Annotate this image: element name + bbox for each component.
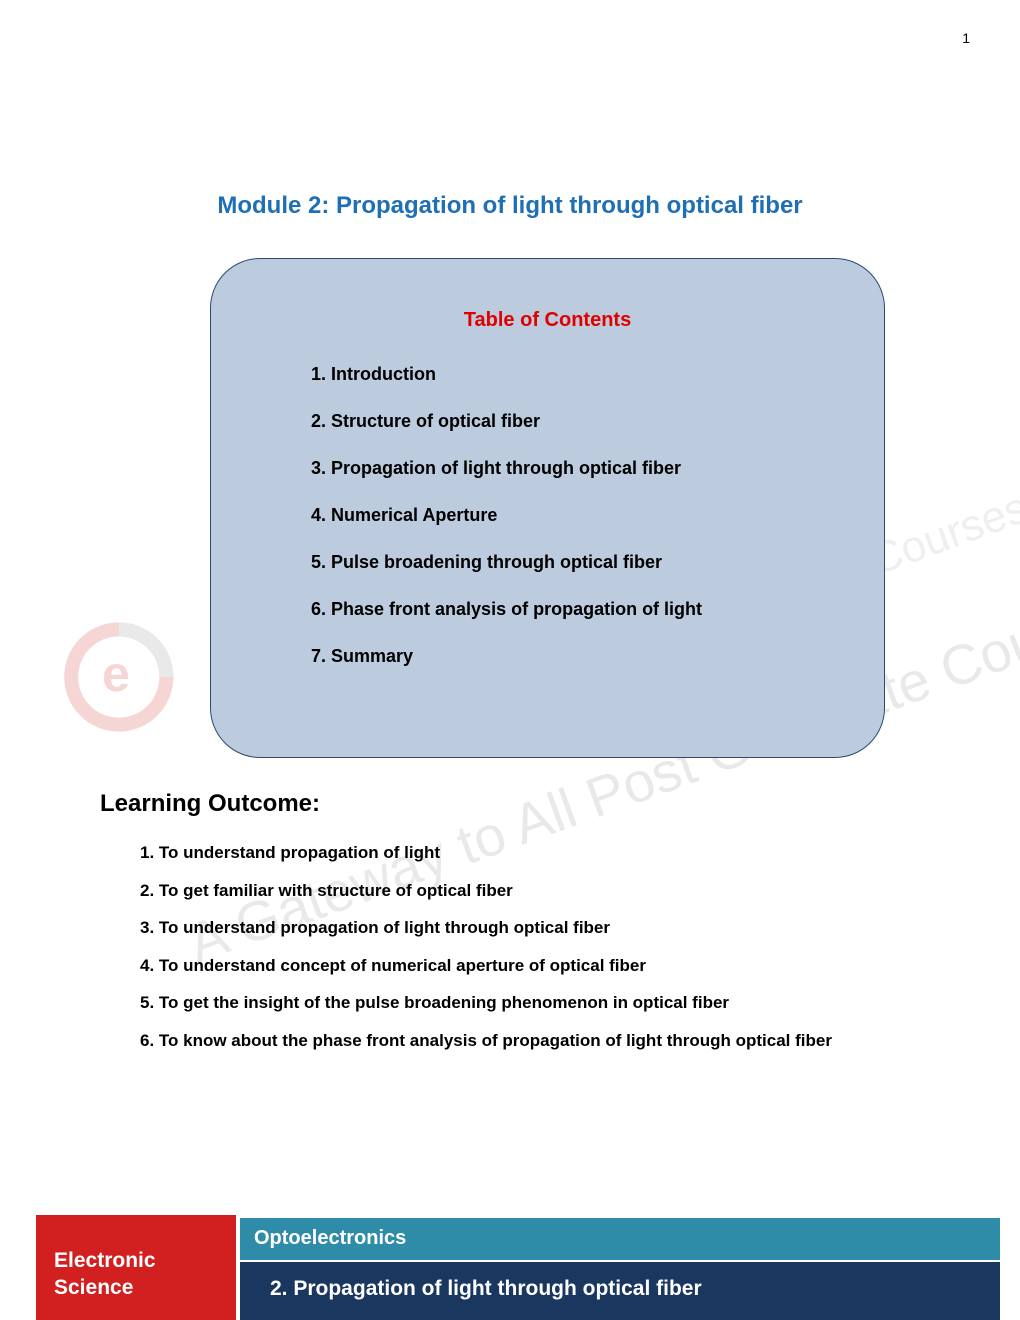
learning-item: 3. To understand propagation of light th…	[140, 915, 900, 941]
toc-title: Table of Contents	[251, 309, 844, 332]
watermark-logo-icon: e	[60, 600, 200, 740]
toc-item: 1. Introduction	[311, 364, 844, 385]
learning-item: 5. To get the insight of the pulse broad…	[140, 990, 900, 1016]
footer-module: 2. Propagation of light through optical …	[270, 1277, 970, 1301]
page-number: 1	[962, 30, 970, 46]
learning-outcome-heading: Learning Outcome:	[100, 790, 320, 818]
svg-text:e: e	[102, 645, 130, 702]
learning-item: 6. To know about the phase front analysi…	[140, 1028, 900, 1054]
toc-box: Table of Contents 1. Introduction 2. Str…	[210, 258, 885, 758]
learning-item: 4. To understand concept of numerical ap…	[140, 953, 900, 979]
learning-item: 2. To get familiar with structure of opt…	[140, 878, 900, 904]
toc-item: 7. Summary	[311, 646, 844, 667]
toc-item: 6. Phase front analysis of propagation o…	[311, 599, 844, 620]
toc-item: 5. Pulse broadening through optical fibe…	[311, 552, 844, 573]
toc-item: 4. Numerical Aperture	[311, 505, 844, 526]
toc-item: 2. Structure of optical fiber	[311, 411, 844, 432]
footer-subject: Optoelectronics	[254, 1227, 986, 1250]
toc-item: 3. Propagation of light through optical …	[311, 458, 844, 479]
footer-teal-bar: Optoelectronics	[240, 1218, 1000, 1260]
footer: Optoelectronics 2. Propagation of light …	[0, 1190, 1020, 1320]
footer-red-box: Electronic Science	[36, 1215, 236, 1320]
learning-item: 1. To understand propagation of light	[140, 840, 900, 866]
toc-list: 1. Introduction 2. Structure of optical …	[311, 364, 844, 667]
learning-outcome-list: 1. To understand propagation of light 2.…	[140, 840, 900, 1065]
footer-navy-bar: 2. Propagation of light through optical …	[240, 1262, 1000, 1320]
module-title: Module 2: Propagation of light through o…	[0, 192, 1020, 220]
footer-department: Electronic Science	[54, 1247, 218, 1302]
